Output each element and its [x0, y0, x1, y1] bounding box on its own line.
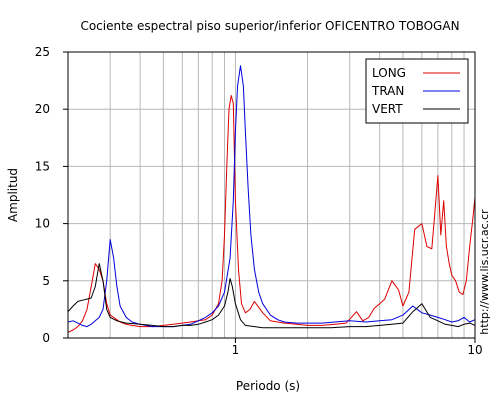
- legend-label-tran: TRAN: [371, 84, 404, 98]
- series-line-long: [67, 95, 476, 333]
- y-tick-label: 20: [35, 102, 50, 116]
- series-lines: [67, 65, 476, 333]
- series-line-vert: [67, 263, 476, 329]
- legend-label-vert: VERT: [372, 102, 403, 116]
- credit-url: http://www.lis.ucr.ac.cr: [478, 209, 491, 335]
- y-tick-label: 5: [42, 274, 50, 288]
- legend: LONG TRAN VERT: [365, 58, 469, 124]
- chart-title: Cociente espectral piso superior/inferio…: [80, 19, 459, 33]
- x-tick-label: 1: [232, 343, 240, 357]
- y-tick-label: 15: [35, 159, 50, 173]
- series-line-tran: [67, 65, 476, 328]
- axis-ticks: 0 5 10 15 20 25 1 10: [35, 45, 483, 357]
- x-tick-label: 10: [467, 343, 482, 357]
- plot-frame: [67, 51, 476, 339]
- y-tick-label: 10: [35, 217, 50, 231]
- legend-label-long: LONG: [372, 66, 406, 80]
- y-axis-title: Amplitud: [6, 168, 20, 222]
- x-axis-title: Periodo (s): [236, 379, 300, 393]
- y-tick-label: 0: [42, 331, 50, 345]
- y-tick-label: 25: [35, 45, 50, 59]
